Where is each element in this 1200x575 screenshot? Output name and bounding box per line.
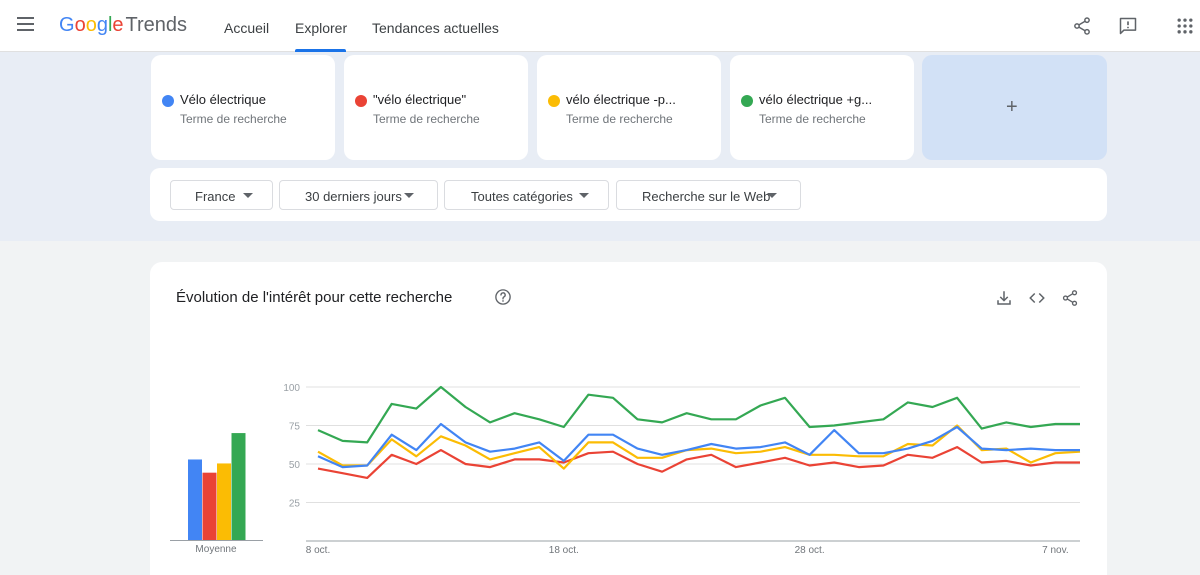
dropdown-label: Recherche sur le Web	[642, 189, 771, 204]
time-range-dropdown[interactable]: 30 derniers jours	[279, 180, 438, 210]
average-bar	[202, 472, 217, 540]
series-color-dot	[741, 95, 753, 107]
nav-tab-accueil[interactable]: Accueil	[224, 20, 270, 36]
logo-letter: e	[112, 14, 124, 36]
dropdown-label: 30 derniers jours	[305, 189, 402, 204]
search-term-card-1[interactable]: Vélo électrique Terme de recherche	[151, 55, 335, 160]
average-bar	[188, 459, 202, 540]
add-comparison-button[interactable]: +	[922, 55, 1107, 160]
series-color-dot	[162, 95, 174, 107]
search-term-type: Terme de recherche	[759, 112, 866, 126]
y-tick-label: 75	[289, 422, 301, 433]
search-term-name: vélo électrique +g...	[759, 92, 873, 107]
y-tick-label: 50	[289, 460, 301, 471]
dropdown-label: France	[195, 189, 236, 204]
search-term-type: Terme de recherche	[566, 112, 673, 126]
logo-letter: g	[96, 14, 108, 36]
caret-down-icon	[404, 193, 414, 198]
interest-line-chart: 25 50 75 100 8 oct. 18 oct. 28 oct. 7 nov.	[283, 383, 1081, 556]
embed-icon[interactable]	[1028, 289, 1046, 307]
series-line	[317, 445, 1080, 480]
feedback-icon[interactable]	[1118, 16, 1138, 36]
average-bar	[217, 463, 231, 540]
series-line	[317, 385, 1080, 444]
search-term-name: "vélo électrique"	[373, 92, 467, 107]
x-tick-label: 18 oct.	[549, 545, 579, 556]
search-term-name: Vélo électrique	[180, 92, 266, 107]
x-tick-label: 28 oct.	[795, 545, 825, 556]
search-term-card-3[interactable]: vélo électrique -p... Terme de recherche	[537, 55, 721, 160]
chart-title: Évolution de l'intérêt pour cette recher…	[176, 289, 453, 306]
search-type-dropdown[interactable]: Recherche sur le Web	[616, 180, 801, 210]
download-icon[interactable]	[995, 289, 1013, 307]
y-tick-label: 100	[283, 383, 300, 394]
caret-down-icon	[579, 193, 589, 198]
x-tick-label: Moyenne	[195, 544, 237, 555]
region-dropdown[interactable]: France	[170, 180, 273, 210]
search-term-card-2[interactable]: "vélo électrique" Terme de recherche	[344, 55, 528, 160]
x-tick-label: 7 nov.	[1042, 545, 1069, 556]
dropdown-label: Toutes catégories	[471, 189, 573, 204]
caret-down-icon	[767, 193, 777, 198]
share-icon[interactable]	[1072, 16, 1092, 36]
active-tab-indicator	[295, 49, 346, 52]
search-term-type: Terme de recherche	[373, 112, 480, 126]
average-bar	[231, 433, 246, 540]
category-dropdown[interactable]: Toutes catégories	[444, 180, 609, 210]
filter-bar: France 30 derniers jours Toutes catégori…	[150, 168, 1107, 221]
logo-letter: o	[85, 14, 97, 36]
logo-letter: G	[59, 14, 75, 36]
search-term-name: vélo électrique -p...	[566, 92, 676, 107]
plus-icon: +	[1006, 96, 1018, 118]
google-trends-logo[interactable]: Google Trends	[59, 14, 187, 37]
interest-over-time-card: Évolution de l'intérêt pour cette recher…	[150, 262, 1107, 575]
nav-tab-explorer[interactable]: Explorer	[295, 20, 348, 36]
help-icon[interactable]	[494, 288, 512, 306]
y-tick-label: 25	[289, 499, 301, 510]
search-term-card-4[interactable]: vélo électrique +g... Terme de recherche	[730, 55, 914, 160]
search-term-type: Terme de recherche	[180, 112, 287, 126]
menu-icon[interactable]	[17, 17, 37, 35]
series-color-dot	[548, 95, 560, 107]
x-tick-label: 8 oct.	[306, 545, 330, 556]
caret-down-icon	[243, 193, 253, 198]
logo-trends-text: Trends	[125, 14, 188, 36]
average-bar-chart: Moyenne	[170, 433, 263, 555]
series-line	[317, 422, 1080, 469]
series-color-dot	[355, 95, 367, 107]
logo-letter: o	[74, 14, 86, 36]
nav-tab-tendances-actuelles[interactable]: Tendances actuelles	[372, 20, 499, 36]
top-bar: Google Trends Accueil Explorer Tendances …	[0, 0, 1200, 52]
logo-letter: l	[107, 14, 113, 36]
share-icon[interactable]	[1061, 289, 1079, 307]
apps-grid-icon[interactable]	[1175, 16, 1195, 36]
